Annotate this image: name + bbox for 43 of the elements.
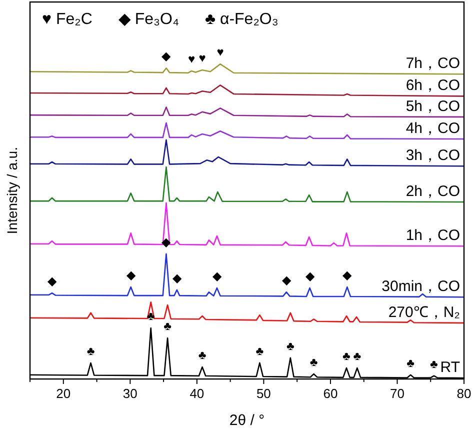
- series-label: 7h，CO: [406, 55, 460, 72]
- annotation: ◆: [342, 268, 353, 282]
- annotation: ◆: [282, 273, 292, 288]
- annotation: ♣: [310, 354, 318, 369]
- series-label: 30min，CO: [382, 278, 460, 296]
- x-tick-label: 60: [323, 386, 338, 401]
- series-label: 3h，CO: [406, 147, 460, 164]
- annotation: ♣: [430, 356, 438, 371]
- series-label: 270℃，N₂: [388, 304, 460, 321]
- annotation: ◆: [162, 49, 172, 64]
- annotation: ♣: [164, 319, 172, 334]
- x-tick-label: 80: [456, 386, 472, 401]
- series-label: 5h，CO: [406, 98, 460, 115]
- annotation: ♥: [188, 52, 196, 66]
- annotation: ◆: [172, 270, 182, 285]
- text: ♥ Fe₂C: [42, 11, 92, 28]
- x-tick-label: 20: [56, 386, 71, 401]
- annotation: ♣: [256, 344, 264, 358]
- series-label: 4h，CO: [406, 120, 460, 138]
- annotation: ♥: [216, 45, 224, 60]
- x-axis-title: 2θ / °: [229, 412, 265, 429]
- annotation: ♣: [286, 338, 294, 353]
- text: ♣ α-Fe₂O₃: [205, 11, 278, 28]
- x-tick-label: 30: [122, 386, 138, 401]
- text: ◆ Fe₃O₄: [118, 11, 179, 28]
- annotation: ◆: [126, 268, 136, 282]
- annotation: ◆: [212, 268, 222, 283]
- y-axis-title: Intensity / a.u.: [4, 146, 20, 234]
- annotation: ♣: [406, 356, 415, 370]
- x-tick-label: 40: [190, 386, 204, 401]
- annotation: ◆: [48, 274, 58, 288]
- x-tick-label: 70: [390, 386, 404, 401]
- annotation: ♥: [198, 51, 206, 66]
- annotation: ♣: [353, 348, 362, 363]
- series-label: RT: [440, 359, 460, 376]
- series-label: 6h，CO: [406, 77, 460, 94]
- x-tick-label: 50: [256, 386, 271, 401]
- annotation: ♣: [198, 348, 206, 362]
- annotation: ◆: [305, 268, 316, 283]
- series-label: 2h，CO: [406, 182, 460, 200]
- series-label: 1h，CO: [406, 227, 460, 244]
- annotation: ♣: [86, 344, 95, 358]
- annotation: ♣: [342, 348, 351, 363]
